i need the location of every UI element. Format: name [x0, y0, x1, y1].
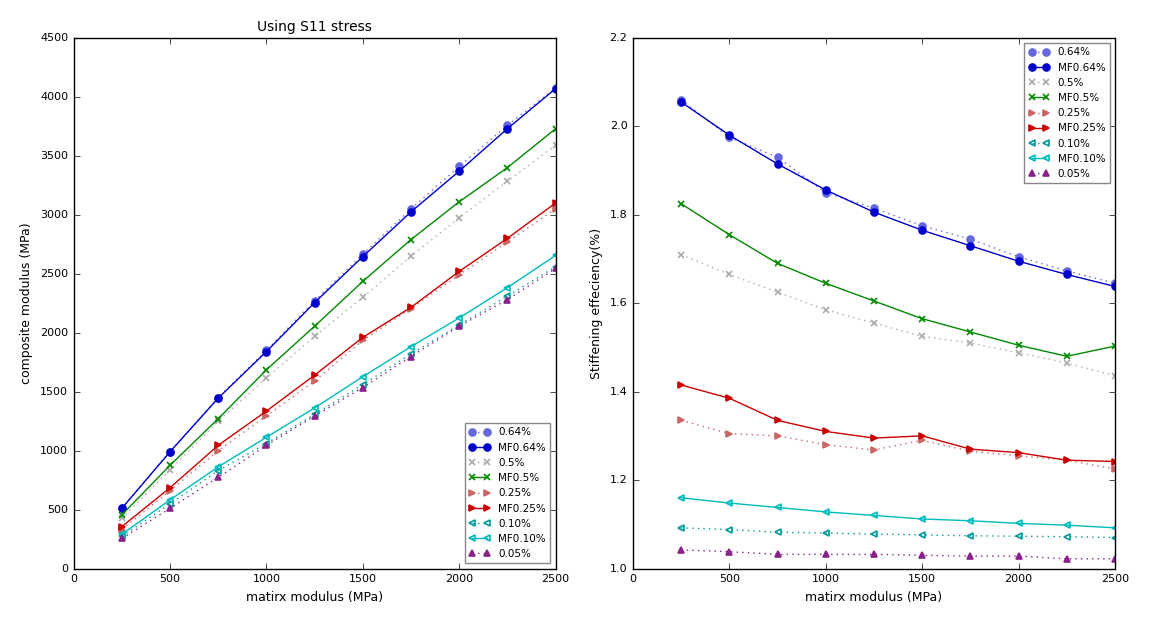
Legend: 0.64%, MF0.64%, 0.5%, MF0.5%, 0.25%, MF0.25%, 0.10%, MF0.10%, 0.05%: 0.64%, MF0.64%, 0.5%, MF0.5%, 0.25%, MF0… [465, 423, 550, 563]
X-axis label: matirx modulus (MPa): matirx modulus (MPa) [246, 591, 383, 604]
Legend: 0.64%, MF0.64%, 0.5%, MF0.5%, 0.25%, MF0.25%, 0.10%, MF0.10%, 0.05%: 0.64%, MF0.64%, 0.5%, MF0.5%, 0.25%, MF0… [1025, 43, 1110, 183]
Title: Using S11 stress: Using S11 stress [257, 20, 372, 34]
X-axis label: matirx modulus (MPa): matirx modulus (MPa) [805, 591, 942, 604]
Y-axis label: composite modulus (MPa): composite modulus (MPa) [20, 222, 33, 384]
Y-axis label: Stiffening effeciency(%): Stiffening effeciency(%) [589, 228, 602, 379]
